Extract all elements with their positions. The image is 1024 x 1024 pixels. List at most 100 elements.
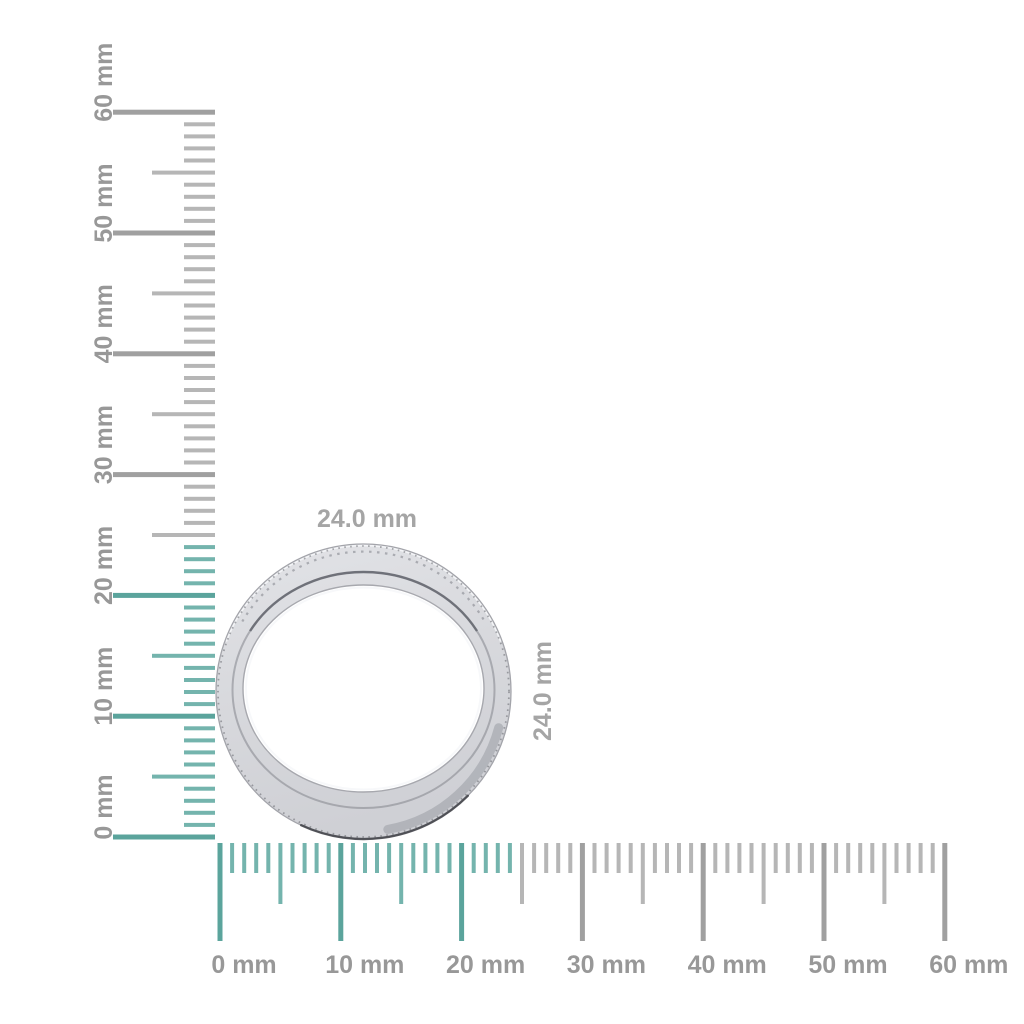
ruler-tick [184, 339, 215, 344]
ruler-tick [184, 303, 215, 308]
ruler-label: 50 mm [808, 951, 887, 979]
ruler-tick [338, 843, 344, 941]
ruler-tick [906, 843, 911, 873]
ruler-tick [184, 267, 215, 272]
ruler-tick [749, 843, 754, 873]
ruler-tick [184, 678, 215, 682]
ruler-tick [184, 206, 215, 211]
ruler-tick [184, 557, 215, 562]
ruler-tick [184, 738, 215, 743]
ruler-tick [184, 581, 215, 586]
ruler-tick [435, 843, 440, 873]
ruler-tick [184, 134, 215, 139]
ruler-tick [184, 327, 215, 332]
ruler-tick [184, 810, 215, 815]
ruler-tick [184, 460, 215, 465]
ruler-tick [184, 388, 215, 392]
ruler-tick [568, 843, 573, 873]
ruler-tick [254, 843, 259, 873]
ruler-tick [652, 843, 657, 873]
ruler-tick [184, 424, 215, 429]
ruler-tick [152, 653, 215, 658]
horizontal-ruler: 0 mm 10 mm 20 mm 30 mm 40 mm 50 mm 60 mm [211, 843, 1008, 979]
ruler-tick [230, 843, 235, 873]
ruler-tick [894, 843, 899, 873]
ruler-tick [184, 218, 215, 223]
ring-inner-highlight [245, 586, 482, 791]
ruler-label: 30 mm [90, 405, 118, 484]
ring-width-label: 24.0 mm [317, 505, 417, 533]
ruler-tick [184, 702, 215, 707]
ruler-tick [266, 843, 271, 873]
ruler-tick [184, 822, 215, 827]
ruler-tick [459, 843, 465, 941]
ruler-tick [834, 843, 839, 873]
ruler-tick [495, 843, 500, 873]
ruler-tick [184, 496, 215, 501]
ruler-tick [930, 843, 935, 873]
ruler-tick [152, 412, 215, 417]
ruler-tick [152, 774, 215, 779]
ruler-tick [846, 843, 851, 873]
ring-bottom-shading [383, 723, 504, 834]
ruler-tick [184, 182, 215, 187]
ruler-tick [184, 605, 215, 610]
ruler-tick [689, 843, 694, 873]
ruler-tick [350, 843, 355, 873]
ruler-label: 20 mm [90, 526, 118, 605]
ruler-tick [314, 843, 319, 873]
ruler-tick [375, 843, 379, 873]
ruler-tick [858, 843, 863, 873]
ruler-tick [184, 545, 215, 550]
ruler-tick [184, 629, 215, 634]
ruler-label: 40 mm [688, 951, 767, 979]
ruler-label: 30 mm [567, 951, 646, 979]
ruler-tick [217, 843, 223, 941]
ruler-tick [113, 109, 215, 115]
ruler-tick [532, 843, 537, 873]
ring-image [215, 543, 512, 841]
ruler-tick [677, 843, 681, 873]
ruler-tick [184, 508, 215, 513]
ruler-tick [113, 230, 215, 236]
ruler-tick [184, 520, 215, 525]
ruler-tick [152, 533, 215, 537]
ruler-tick [737, 843, 742, 873]
ruler-tick [579, 843, 585, 941]
ruler-tick [302, 843, 307, 873]
ruler-tick [665, 843, 669, 873]
ruler-tick [184, 436, 215, 441]
ruler-tick [184, 194, 215, 199]
ruler-tick [184, 279, 215, 284]
ruler-tick [184, 146, 215, 151]
ruler-tick [363, 843, 367, 873]
ruler-tick [113, 592, 215, 598]
ruler-tick [507, 843, 512, 873]
ruler-tick [544, 843, 549, 873]
ruler-tick [326, 843, 331, 873]
ruler-tick [184, 690, 215, 694]
ruler-tick [700, 843, 706, 941]
ruler-tick [184, 255, 215, 260]
ruler-tick [184, 484, 215, 489]
vertical-ruler: 0 mm 10 mm 20 mm 30 mm 40 mm 50 mm 60 mm [90, 43, 215, 840]
ruler-tick [483, 843, 488, 873]
ruler-tick [882, 843, 887, 904]
ruler-tick [242, 843, 247, 873]
ruler-tick [725, 843, 730, 873]
ruler-tick [184, 786, 215, 791]
ruler-label: 40 mm [90, 284, 118, 363]
ruler-tick [152, 170, 215, 175]
ruler-tick [918, 843, 923, 873]
ruler-tick [184, 665, 215, 670]
milgrain-dots [217, 545, 510, 838]
ruler-tick [520, 843, 524, 904]
ruler-tick [184, 376, 215, 380]
ruler-tick [113, 351, 215, 357]
ruler-tick [184, 750, 215, 755]
ruler-tick [809, 843, 814, 873]
ruler-tick [797, 843, 802, 873]
ruler-label: 60 mm [90, 43, 118, 122]
ruler-tick [184, 158, 215, 163]
